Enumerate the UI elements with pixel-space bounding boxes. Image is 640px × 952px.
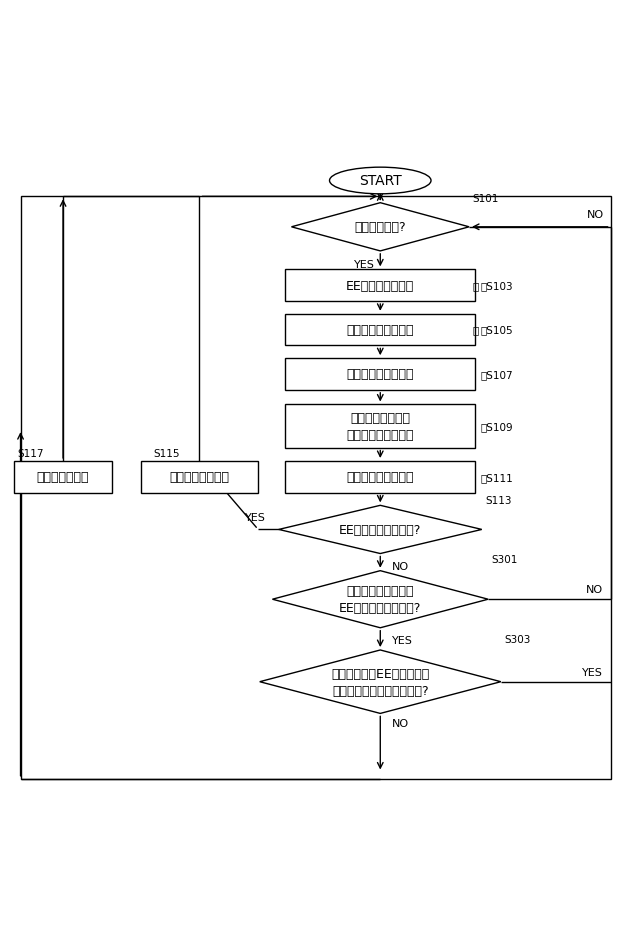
Bar — [285, 359, 476, 390]
Text: S113: S113 — [485, 496, 511, 506]
Text: S101: S101 — [472, 193, 499, 204]
Text: S301: S301 — [492, 555, 518, 565]
Text: ～S111: ～S111 — [481, 472, 513, 483]
Bar — [285, 462, 476, 493]
Text: YES: YES — [245, 512, 266, 523]
Text: 再生画像を取得する: 再生画像を取得する — [346, 324, 414, 337]
Text: カメラモード?: カメラモード? — [355, 221, 406, 234]
Text: ～S109: ～S109 — [481, 422, 513, 431]
Text: ～S107: ～S107 — [481, 369, 513, 380]
Ellipse shape — [330, 168, 431, 194]
Text: EE画像を取得する: EE画像を取得する — [346, 279, 414, 292]
Text: START: START — [359, 174, 402, 188]
Text: EE画像が表示領域内?: EE画像が表示領域内? — [339, 524, 422, 536]
Text: カメラモード設定: カメラモード設定 — [170, 471, 230, 484]
Text: 所定時間内の属性が
EE画像から取得可能?: 所定時間内の属性が EE画像から取得可能? — [339, 585, 422, 615]
Text: 表示画像を表示する: 表示画像を表示する — [346, 471, 414, 484]
Text: 操作情報に基づき
表示画像を作成する: 操作情報に基づき 表示画像を作成する — [346, 411, 414, 442]
Text: NO: NO — [392, 562, 409, 571]
Bar — [141, 462, 258, 493]
Text: ～S105: ～S105 — [481, 326, 513, 335]
Text: 表示領域内にEE画像と同じ
属性の再生画像が存在する?: 表示領域内にEE画像と同じ 属性の再生画像が存在する? — [331, 667, 429, 697]
Text: NO: NO — [587, 210, 604, 220]
Text: ～: ～ — [472, 281, 479, 291]
Text: YES: YES — [354, 259, 375, 269]
Text: YES: YES — [582, 667, 603, 677]
Text: NO: NO — [586, 585, 603, 594]
Text: NO: NO — [392, 719, 409, 728]
Bar — [285, 270, 476, 302]
Polygon shape — [291, 204, 469, 251]
Text: S117: S117 — [17, 448, 44, 458]
Text: S115: S115 — [154, 448, 180, 458]
Bar — [285, 314, 476, 347]
Text: 操作情報を取得する: 操作情報を取得する — [346, 368, 414, 381]
Text: YES: YES — [392, 636, 413, 645]
Bar — [285, 405, 476, 448]
Bar — [14, 462, 112, 493]
Polygon shape — [260, 650, 501, 714]
Text: ～: ～ — [472, 326, 479, 335]
Text: S303: S303 — [504, 634, 531, 644]
Polygon shape — [279, 506, 482, 554]
Text: ～S103: ～S103 — [481, 281, 513, 291]
Polygon shape — [273, 571, 488, 628]
Text: 再生モード設定: 再生モード設定 — [36, 471, 90, 484]
